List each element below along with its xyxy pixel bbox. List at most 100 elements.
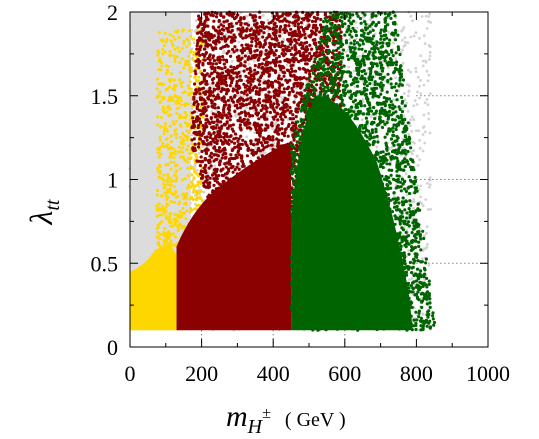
data-point (227, 142, 231, 146)
data-point (188, 66, 192, 69)
data-point (229, 114, 233, 118)
data-point (177, 36, 181, 39)
data-point (270, 143, 274, 147)
data-point (185, 45, 189, 49)
data-point (161, 177, 165, 181)
data-point (187, 86, 191, 90)
data-point (401, 38, 404, 42)
data-point (169, 160, 173, 164)
data-point (169, 239, 173, 243)
data-point (178, 71, 182, 74)
data-point (159, 152, 163, 156)
data-point (170, 140, 173, 144)
data-point (402, 26, 406, 29)
data-point (190, 133, 194, 137)
data-point (174, 119, 178, 123)
data-point (402, 92, 406, 95)
data-point (428, 51, 432, 54)
data-point (278, 34, 282, 38)
data-point (157, 155, 161, 159)
data-point (409, 14, 413, 18)
data-point (305, 45, 309, 49)
data-point (189, 165, 193, 169)
data-point (267, 90, 271, 94)
data-point (289, 27, 293, 31)
data-point (235, 155, 239, 160)
data-point (426, 79, 430, 83)
data-point (291, 63, 295, 67)
data-point (406, 110, 410, 113)
data-point (220, 156, 224, 160)
data-point (226, 98, 230, 102)
data-point (245, 14, 249, 18)
data-point (412, 149, 416, 153)
data-point (158, 232, 162, 236)
data-point (273, 144, 277, 148)
data-point (164, 216, 168, 220)
data-point (287, 93, 291, 97)
data-point (162, 44, 166, 47)
data-point (158, 57, 162, 61)
data-point (347, 65, 350, 69)
data-point (194, 197, 198, 201)
data-point (155, 167, 159, 170)
data-point (266, 29, 270, 33)
data-point (189, 157, 193, 161)
data-point (354, 108, 358, 112)
data-point (181, 192, 185, 196)
data-point (344, 50, 348, 54)
data-point (222, 51, 225, 55)
data-point (425, 231, 428, 235)
data-point (215, 123, 219, 127)
data-point (285, 87, 289, 91)
data-point (353, 85, 357, 89)
data-point (156, 77, 159, 81)
data-point (165, 202, 169, 206)
data-point (161, 105, 165, 109)
data-point (418, 227, 422, 231)
data-point (191, 197, 195, 201)
data-point (255, 130, 259, 135)
data-point (275, 108, 278, 111)
data-point (413, 99, 417, 102)
data-point (159, 115, 163, 119)
data-point (214, 15, 219, 19)
data-point (186, 54, 190, 58)
data-point (423, 42, 427, 46)
data-point (403, 43, 407, 47)
data-point (245, 135, 249, 139)
data-point (167, 235, 171, 239)
data-point (409, 118, 412, 121)
data-point (280, 121, 284, 125)
data-point (313, 31, 317, 35)
data-point (427, 117, 431, 121)
data-point (273, 79, 278, 83)
data-point (428, 58, 431, 61)
data-point (223, 123, 227, 127)
data-point (361, 98, 365, 101)
data-point (160, 193, 164, 197)
data-point (168, 155, 172, 159)
data-point (422, 247, 426, 251)
data-point (264, 48, 268, 53)
data-point (360, 118, 364, 122)
data-point (241, 138, 245, 142)
data-point (282, 87, 286, 91)
data-point (190, 173, 194, 177)
data-point (412, 207, 416, 210)
data-point (282, 74, 286, 78)
data-point (168, 33, 172, 37)
data-point (319, 17, 323, 22)
data-point (173, 57, 177, 61)
data-point (183, 202, 186, 206)
data-point (185, 135, 189, 139)
data-point (407, 132, 411, 136)
data-point (427, 112, 430, 115)
data-point (419, 54, 423, 58)
data-point (426, 208, 430, 211)
data-point (421, 204, 425, 208)
data-point (403, 226, 406, 229)
data-point (394, 57, 398, 61)
data-point (165, 37, 169, 41)
